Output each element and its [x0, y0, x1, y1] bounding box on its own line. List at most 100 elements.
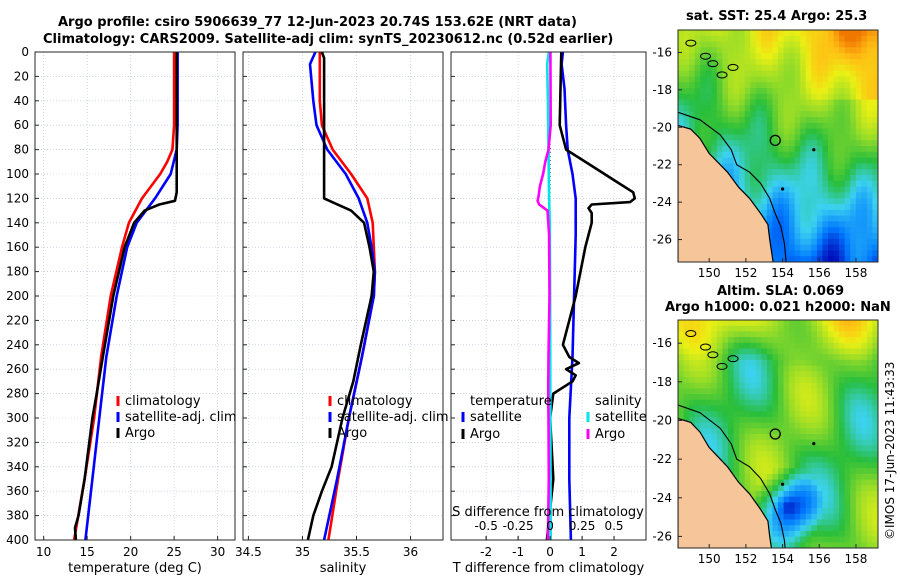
map-cell: [839, 215, 846, 222]
map-cell: [828, 337, 835, 344]
map-cell: [778, 122, 785, 130]
map-cell: [839, 348, 846, 355]
map-cell: [750, 146, 757, 153]
map-cell: [811, 422, 818, 429]
map-cell: [705, 70, 712, 77]
map-cell: [711, 82, 718, 89]
map-cell: [850, 99, 857, 106]
map-cell: [783, 227, 790, 234]
map-cell: [805, 502, 812, 509]
map-cell: [705, 64, 712, 72]
map-cell: [828, 128, 835, 135]
map-cell: [705, 371, 712, 378]
map-cell: [828, 122, 835, 130]
lon-tick-label: 152: [734, 266, 757, 280]
map-cell: [716, 157, 724, 164]
map-cell: [739, 151, 746, 159]
map-cell: [739, 468, 746, 475]
map-cell: [828, 82, 835, 89]
map-cell: [778, 445, 785, 452]
map-cell: [833, 157, 840, 164]
reef-dot: [812, 442, 816, 446]
map-cell: [816, 399, 824, 407]
map-cell: [800, 434, 807, 441]
map-cell: [755, 30, 762, 37]
map-cell: [772, 491, 779, 498]
map-cell: [850, 134, 857, 141]
map-cell: [811, 215, 818, 222]
map-cell: [761, 411, 768, 418]
map-cell: [850, 192, 857, 199]
map-cell: [861, 508, 868, 515]
map-cell: [705, 140, 712, 147]
map-cell: [722, 93, 729, 101]
map-cell: [850, 88, 857, 95]
map-cell: [855, 134, 862, 141]
map-cell: [683, 405, 690, 412]
map-cell: [750, 371, 757, 378]
map-cell: [716, 325, 724, 332]
map-cell: [761, 140, 768, 147]
map-cell: [805, 496, 812, 503]
map-cell: [844, 439, 851, 446]
map-cell: [850, 428, 857, 435]
map-cell: [783, 519, 790, 526]
map-cell: [839, 64, 846, 72]
map-cell: [766, 233, 774, 240]
map-cell: [839, 530, 846, 538]
map-cell: [683, 416, 690, 424]
map-cell: [716, 146, 724, 153]
map-cell: [789, 388, 796, 395]
map-cell: [761, 331, 768, 338]
map-cell: [866, 365, 874, 372]
map-cell: [678, 93, 685, 101]
map-cell: [866, 192, 874, 199]
map-cell: [844, 342, 851, 350]
map-cell: [828, 542, 835, 548]
map-cell: [811, 76, 818, 83]
map-cell: [750, 186, 757, 193]
map-cell: [689, 337, 696, 344]
map-cell: [728, 411, 735, 418]
map-cell: [822, 519, 829, 526]
map-cell: [711, 30, 718, 37]
map-cell: [711, 388, 718, 395]
map-cell: [816, 134, 824, 141]
map-cell: [772, 382, 779, 389]
map-cell: [839, 525, 846, 532]
map-cell: [844, 320, 851, 327]
map-cell: [789, 519, 796, 526]
map-cell: [811, 542, 818, 548]
map-cell: [805, 59, 812, 66]
map-cell: [689, 411, 696, 418]
map-cell: [844, 428, 851, 435]
map-cell: [850, 250, 857, 257]
map-cell: [861, 70, 868, 77]
map-cell: [700, 41, 707, 48]
map-cell: [816, 175, 824, 182]
map-cell: [833, 331, 840, 338]
map-cell: [783, 445, 790, 452]
map-cell: [755, 105, 762, 112]
map-cell: [794, 157, 801, 164]
map-cell: [750, 151, 757, 159]
map-cell: [861, 175, 868, 182]
map-cell: [728, 371, 735, 378]
map-cell: [750, 473, 757, 481]
map-cell: [733, 331, 740, 338]
map-cell: [750, 348, 757, 355]
map-cell: [866, 93, 874, 101]
map-cell: [822, 439, 829, 446]
map-cell: [828, 325, 835, 332]
map-cell: [816, 30, 824, 37]
map-cell: [728, 416, 735, 424]
map-cell: [794, 530, 801, 538]
map-cell: [850, 359, 857, 367]
map-cell: [750, 445, 757, 452]
map-cell: [844, 35, 851, 43]
panel-sst_map: 150 152 154 156 158-16-18-20-22-24-26: [652, 29, 879, 280]
map-cell: [855, 186, 862, 193]
map-cell: [689, 111, 696, 118]
map-cell: [739, 325, 746, 332]
map-cell: [711, 365, 718, 372]
